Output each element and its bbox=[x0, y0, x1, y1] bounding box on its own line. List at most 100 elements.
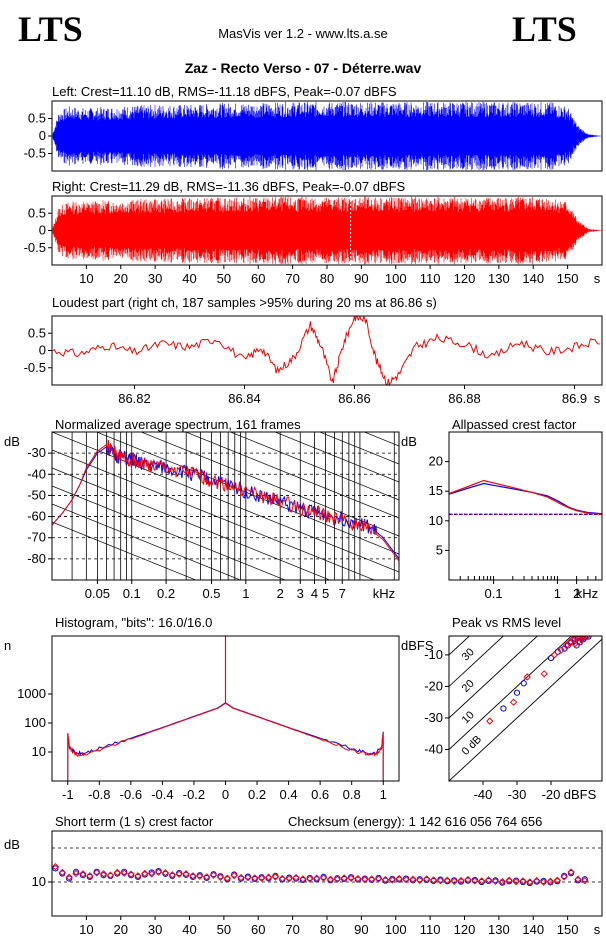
histogram-xtick-label: 0.8 bbox=[343, 787, 361, 802]
short_term_crest-point bbox=[257, 874, 266, 882]
short_term_crest-point bbox=[367, 875, 376, 883]
right_waveform-xtick-label: 60 bbox=[251, 271, 265, 286]
avg_spectrum-xtick-label: 7 bbox=[339, 586, 346, 601]
short_term_crest-ylabel: dB bbox=[4, 837, 20, 852]
avg_spectrum-slope-line bbox=[52, 449, 376, 580]
right_waveform-xtick-label: 30 bbox=[148, 271, 162, 286]
left_waveform-ytick-label: 0 bbox=[39, 128, 46, 143]
short_term_crest-ytick-label: 10 bbox=[32, 874, 46, 889]
short_term_crest-point bbox=[436, 876, 445, 885]
short_term_crest-point bbox=[148, 869, 155, 876]
avg_spectrum-slope-line bbox=[52, 467, 331, 580]
short_term_crest-point bbox=[560, 873, 568, 881]
avg_spectrum-title: Normalized average spectrum, 161 frames bbox=[55, 417, 301, 432]
loudest_part-ytick-label: 0 bbox=[39, 343, 46, 358]
short_term_crest-point bbox=[553, 876, 562, 885]
short_term_crest-point bbox=[189, 872, 197, 880]
histogram-xtick-label: -0.2 bbox=[183, 787, 205, 802]
short_term_crest-point bbox=[230, 871, 238, 880]
peak_vs_rms-point bbox=[547, 654, 555, 662]
loudest_part-ytick-label: -0.5 bbox=[24, 360, 46, 375]
short_term_crest-point bbox=[477, 877, 486, 885]
loudest_part-xtick-label: 86.88 bbox=[448, 391, 481, 406]
short_term_crest-point bbox=[292, 873, 300, 882]
loudest_part-signal bbox=[51, 315, 600, 387]
short_term_crest-point bbox=[354, 874, 362, 883]
avg_spectrum-xtick-label: 2 bbox=[277, 586, 284, 601]
short_term_crest-point bbox=[79, 870, 87, 878]
short_term_crest-point bbox=[581, 876, 588, 883]
short_term_crest-point bbox=[237, 873, 245, 882]
right_waveform-title: Right: Crest=11.29 dB, RMS=-11.36 dBFS, … bbox=[52, 179, 406, 194]
short_term_crest-point bbox=[395, 874, 403, 883]
left_waveform-signal bbox=[52, 101, 602, 171]
lts-logo-right: LTS bbox=[512, 9, 577, 49]
right_waveform-xtick-label: 120 bbox=[454, 271, 476, 286]
peak_vs_rms-xtick-label: -40 bbox=[474, 787, 493, 802]
allpassed_crest-series-line bbox=[448, 482, 603, 515]
short_term_crest-point bbox=[546, 877, 555, 886]
track-title: Zaz - Recto Verso - 07 - Déterre.wav bbox=[184, 60, 422, 76]
short_term_crest-point bbox=[326, 875, 335, 883]
right_waveform-xtick-label: 130 bbox=[488, 271, 510, 286]
right_waveform-xtick-label: 50 bbox=[217, 271, 231, 286]
loudest_part-xtick-label: 86.82 bbox=[118, 391, 151, 406]
short_term_crest-point bbox=[333, 875, 342, 883]
allpassed_crest-title: Allpassed crest factor bbox=[452, 417, 577, 432]
loudest_part-unit-label: s bbox=[594, 391, 601, 406]
peak_vs_rms-point bbox=[513, 689, 521, 696]
short_term_crest-point bbox=[100, 872, 107, 879]
peak_vs_rms-crest-line bbox=[449, 636, 539, 719]
right_waveform-xtick-label: 150 bbox=[557, 271, 579, 286]
short_term_crest-xtick-label: 20 bbox=[114, 922, 128, 937]
histogram-xtick-label: 0 bbox=[222, 787, 229, 802]
short_term_crest-point bbox=[429, 876, 438, 884]
short_term_crest-point bbox=[65, 873, 73, 881]
peak_vs_rms-point bbox=[520, 680, 527, 687]
short_term_crest-xtick-label: 120 bbox=[454, 922, 476, 937]
histogram-xtick-label: -0.4 bbox=[151, 787, 173, 802]
allpassed_crest-unit-label: kHz bbox=[576, 586, 598, 601]
short_term_crest-point bbox=[409, 875, 417, 883]
avg_spectrum-ylabel: dB bbox=[4, 434, 20, 449]
short_term_crest-point bbox=[141, 869, 149, 878]
short_term_crest-point bbox=[175, 870, 183, 878]
peak_vs_rms-ytick-label: -20 bbox=[424, 678, 443, 693]
short_term_crest-point bbox=[79, 872, 87, 879]
histogram-ytick-label: 100 bbox=[24, 715, 46, 730]
short_term_crest-point bbox=[388, 876, 397, 884]
avg_spectrum-ytick-label: -80 bbox=[27, 551, 46, 566]
right_waveform-xtick-label: 70 bbox=[285, 271, 299, 286]
peak_vs_rms-crest-label: 10 bbox=[460, 709, 477, 726]
allpassed_crest-xtick-label: 2 bbox=[573, 586, 580, 601]
avg_spectrum-xtick-label: 4 bbox=[311, 586, 318, 601]
short_term_crest-xtick-label: 30 bbox=[148, 922, 162, 937]
avg_spectrum-frame bbox=[51, 431, 400, 581]
right_waveform-signal bbox=[52, 196, 602, 265]
peak_vs_rms-point bbox=[557, 646, 565, 654]
short_term_crest-point bbox=[161, 869, 170, 877]
histogram-xtick-label: 0.2 bbox=[248, 787, 266, 802]
right_waveform-xtick-label: 10 bbox=[79, 271, 93, 286]
avg_spectrum-slope-line bbox=[52, 521, 197, 580]
histogram-title: Histogram, "bits": 16.0/16.0 bbox=[55, 615, 212, 630]
short_term_crest-point bbox=[72, 868, 80, 875]
short_term_crest-xtick-label: 10 bbox=[79, 922, 93, 937]
avg_spectrum-plot-area bbox=[52, 432, 399, 580]
histogram-xtick-label: 0.4 bbox=[280, 787, 298, 802]
short_term_crest-point bbox=[471, 877, 479, 885]
avg_spectrum-xtick-label: 1 bbox=[242, 586, 249, 601]
peak_vs_rms-frame bbox=[448, 635, 603, 782]
short_term_crest-point bbox=[154, 868, 163, 876]
short_term_crest-point bbox=[374, 875, 383, 883]
avg_spectrum-slope-line bbox=[229, 432, 399, 501]
allpassed_crest-ytick-label: 5 bbox=[436, 542, 443, 557]
short_term_crest-point bbox=[134, 872, 142, 880]
histogram-xtick-label: -0.6 bbox=[120, 787, 142, 802]
short_term_crest-point bbox=[532, 876, 541, 885]
peak_vs_rms-point bbox=[579, 636, 588, 641]
right_waveform-xtick-label: 140 bbox=[522, 271, 544, 286]
short_term_crest-point bbox=[271, 873, 280, 881]
peak_vs_rms-crest-line bbox=[449, 638, 602, 781]
